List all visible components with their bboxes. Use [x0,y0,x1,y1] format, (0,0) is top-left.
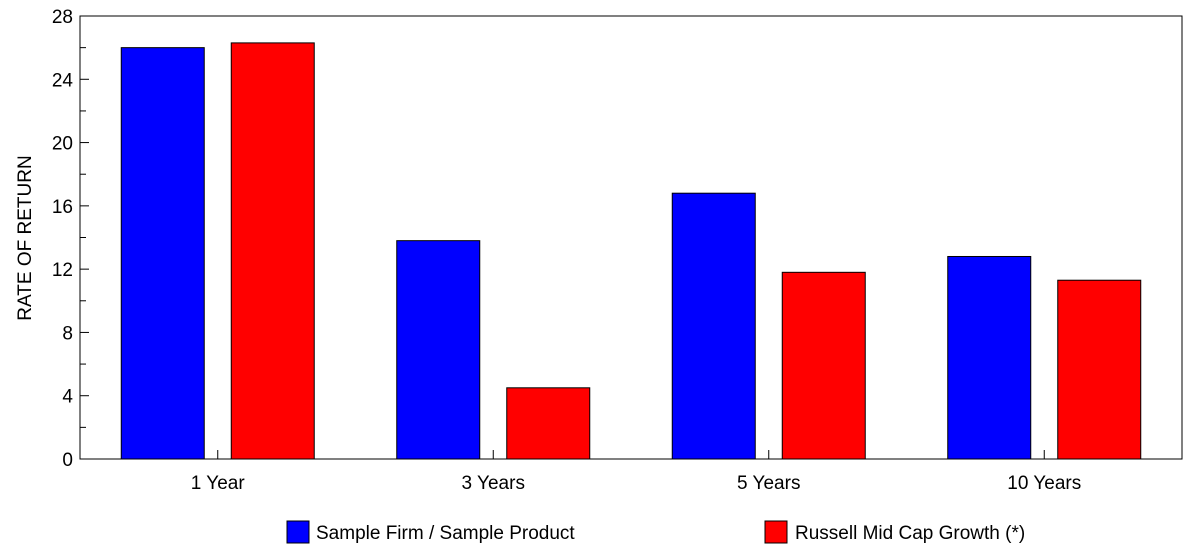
bar-series-1 [671,192,756,460]
y-tick-label: 8 [62,323,73,344]
y-axis-title: RATE OF RETURN [15,155,36,320]
bar-series-2 [230,42,315,460]
y-tick-label: 20 [52,134,73,155]
legend: Sample Firm / Sample Product Russell Mid… [286,520,1025,544]
bar-series-2 [1057,279,1142,460]
y-tick-label: 16 [52,197,73,218]
x-tick-label: 5 Years [737,473,800,494]
bar-series-2 [781,271,866,460]
y-tick-label: 24 [52,70,74,91]
legend-swatch-series-2 [764,520,788,544]
legend-label-series-2: Russell Mid Cap Growth (*) [795,523,1025,544]
bar-series-1 [947,255,1032,460]
plot-area: 0 4 8 12 16 20 24 28 1 Year 3 Years 5 Years 10 Year… [52,7,1183,494]
y-tick-label: 12 [52,260,73,281]
x-tick-label: 10 Years [1007,473,1081,494]
x-tick-label: 3 Years [462,473,525,494]
y-tick-label: 4 [62,387,73,408]
y-tick-label: 0 [62,450,73,471]
x-tick-label: 1 Year [191,473,246,494]
legend-swatch-series-1 [286,520,310,544]
bar-series-2 [506,387,591,460]
bar-series-1 [120,47,205,460]
bar-series-1 [396,240,481,460]
legend-label-series-1: Sample Firm / Sample Product [316,523,575,544]
y-tick-label: 28 [52,7,73,28]
